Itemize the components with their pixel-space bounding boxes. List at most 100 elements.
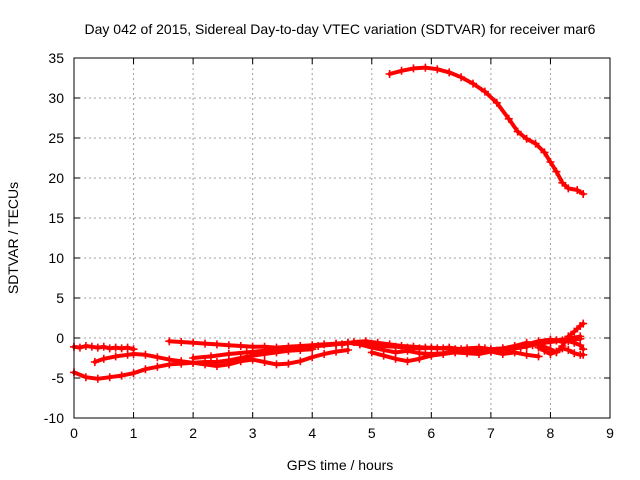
data-point (522, 350, 531, 359)
data-point (463, 349, 472, 358)
y-tick-label: 20 (48, 170, 64, 186)
data-point (409, 342, 418, 351)
data-point (224, 341, 233, 350)
data-point (177, 357, 186, 366)
data-point (93, 343, 102, 352)
satellite-track-j (534, 343, 588, 359)
data-point (409, 64, 418, 73)
data-point (81, 373, 90, 382)
data-point (201, 339, 210, 348)
data-point (504, 114, 513, 123)
x-axis-title: GPS time / hours (287, 457, 394, 473)
data-point (212, 362, 221, 370)
data-point (433, 344, 442, 353)
data-point (492, 98, 501, 107)
data-point (278, 345, 287, 354)
data-point (314, 342, 323, 350)
data-point (123, 343, 132, 352)
data-point (165, 337, 174, 346)
data-point (573, 186, 582, 194)
data-point (421, 63, 430, 72)
y-tick-label: 10 (48, 250, 64, 266)
data-point (332, 347, 341, 356)
x-tick-label: 8 (547, 425, 555, 441)
x-tick-label: 4 (308, 425, 316, 441)
x-tick-label: 2 (189, 425, 197, 441)
y-tick-labels: -10 -5 0 5 10 15 20 25 30 35 (44, 50, 64, 426)
data-point (343, 346, 352, 354)
data-point (284, 359, 293, 368)
data-point (189, 338, 198, 347)
data-point (242, 348, 251, 357)
y-tick-label: 25 (48, 130, 64, 146)
data-point (513, 127, 522, 136)
y-tick-label: 0 (56, 330, 64, 346)
data-point (546, 350, 555, 358)
data-point (474, 350, 483, 358)
data-point (272, 360, 281, 369)
data-point (129, 369, 138, 378)
data-point (308, 353, 317, 362)
data-point (385, 70, 394, 78)
satellite-track-c (90, 346, 352, 370)
data-point (498, 344, 507, 353)
data-point (90, 358, 99, 366)
data-point (165, 355, 174, 364)
data-point (579, 350, 588, 359)
data-point (236, 342, 245, 350)
chart-title: Day 042 of 2015, Sidereal Day-to-day VTE… (85, 21, 596, 37)
plot-frame (73, 57, 611, 419)
data-point (427, 351, 436, 360)
data-point (534, 343, 543, 352)
y-tick-label: -10 (44, 410, 64, 426)
data-point (338, 340, 346, 349)
y-tick-label: 5 (56, 290, 64, 306)
data-point (129, 350, 138, 358)
data-point (552, 167, 561, 176)
data-point (367, 348, 376, 357)
data-point (361, 337, 370, 346)
data-point (558, 344, 567, 353)
data-point (531, 139, 540, 148)
x-tick-label: 5 (368, 425, 376, 441)
data-point (93, 374, 102, 383)
data-point (260, 346, 269, 355)
data-point (141, 350, 150, 359)
data-point (570, 338, 579, 347)
data-point (75, 343, 84, 352)
data-point (87, 342, 96, 351)
satellite-track-i (522, 335, 588, 354)
x-tick-label: 3 (249, 425, 257, 441)
x-tick-label: 0 (70, 425, 78, 441)
y-tick-label: -5 (52, 370, 65, 386)
data-point (296, 357, 305, 366)
data-point (451, 348, 460, 357)
data-point (439, 350, 448, 358)
data-point (189, 354, 198, 362)
data-point (421, 343, 430, 352)
data-point (206, 352, 215, 361)
x-tick-label: 1 (130, 425, 138, 441)
data-point (397, 342, 406, 350)
data-point (212, 340, 221, 349)
data-point (564, 346, 573, 354)
x-tick-label: 7 (487, 425, 495, 441)
data-point (153, 362, 162, 371)
data-point (99, 342, 108, 351)
x-tick-label: 6 (427, 425, 435, 441)
data-point (99, 354, 108, 363)
data-point (320, 350, 329, 358)
data-point (570, 349, 579, 358)
y-axis-title: SDTVAR / TECUs (5, 182, 21, 294)
data-point (177, 338, 186, 346)
data-point (564, 337, 573, 346)
data-point (540, 148, 549, 157)
data-point (445, 343, 454, 352)
series-trace (387, 65, 586, 196)
data-point (236, 357, 245, 366)
data-point (552, 336, 561, 345)
data-point (141, 365, 150, 374)
data-point (570, 327, 579, 336)
data-point (522, 340, 531, 349)
